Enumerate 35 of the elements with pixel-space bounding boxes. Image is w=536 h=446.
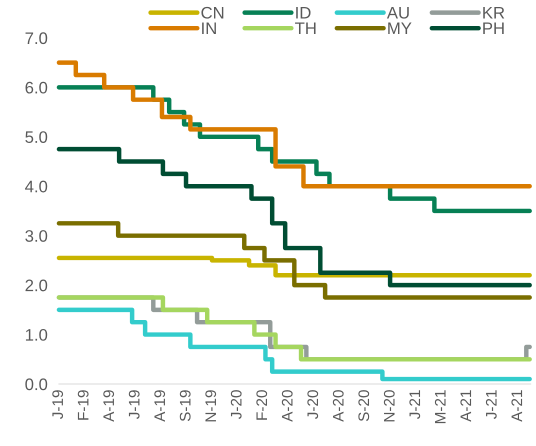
x-tick-label: S-19: [180, 390, 191, 422]
legend-label: ID: [296, 6, 311, 18]
x-tick-label: N-19: [205, 390, 216, 422]
x-tick-label: A-19: [103, 390, 114, 422]
x-tick-label: J-19: [52, 390, 64, 420]
legend-label: CN: [201, 6, 224, 19]
legend-label: AU: [386, 6, 409, 19]
x-tick-label: J-21: [486, 390, 497, 420]
legend-label: KR: [483, 6, 504, 18]
y-tick-label: 0.0: [25, 378, 48, 390]
y-tick-label: 1.0: [26, 328, 48, 341]
x-tick-label: S-20: [358, 390, 370, 422]
x-tick-label: A-21: [511, 390, 522, 422]
x-tick-label: J-21: [409, 390, 420, 420]
x-tick-label: F-20: [256, 390, 268, 420]
y-tick-label: 4.0: [25, 180, 48, 192]
y-tick-label: 7.0: [26, 32, 48, 44]
x-tick-label: M-21: [434, 390, 446, 424]
y-tick-label: 2.0: [26, 280, 48, 292]
legend-label: PH: [483, 22, 504, 34]
x-tick-label: F-19: [78, 390, 89, 420]
legend-label: IN: [202, 22, 216, 34]
x-tick-label: A-21: [460, 390, 472, 422]
x-tick-label: N-20: [384, 390, 395, 422]
legend-label: TH: [295, 22, 316, 34]
x-tick-label: J-20: [230, 390, 242, 420]
x-tick-label: A-20: [332, 390, 344, 422]
x-tick-label: J-20: [307, 390, 318, 420]
y-tick-label: 3.0: [25, 230, 48, 242]
y-tick-label: 6.0: [26, 82, 48, 94]
y-tick-label: 5.0: [25, 131, 48, 143]
x-tick-label: A-19: [154, 390, 166, 422]
x-tick-label: J-19: [128, 390, 140, 420]
x-tick-label: A-20: [282, 390, 293, 422]
legend-label: MY: [388, 22, 412, 34]
